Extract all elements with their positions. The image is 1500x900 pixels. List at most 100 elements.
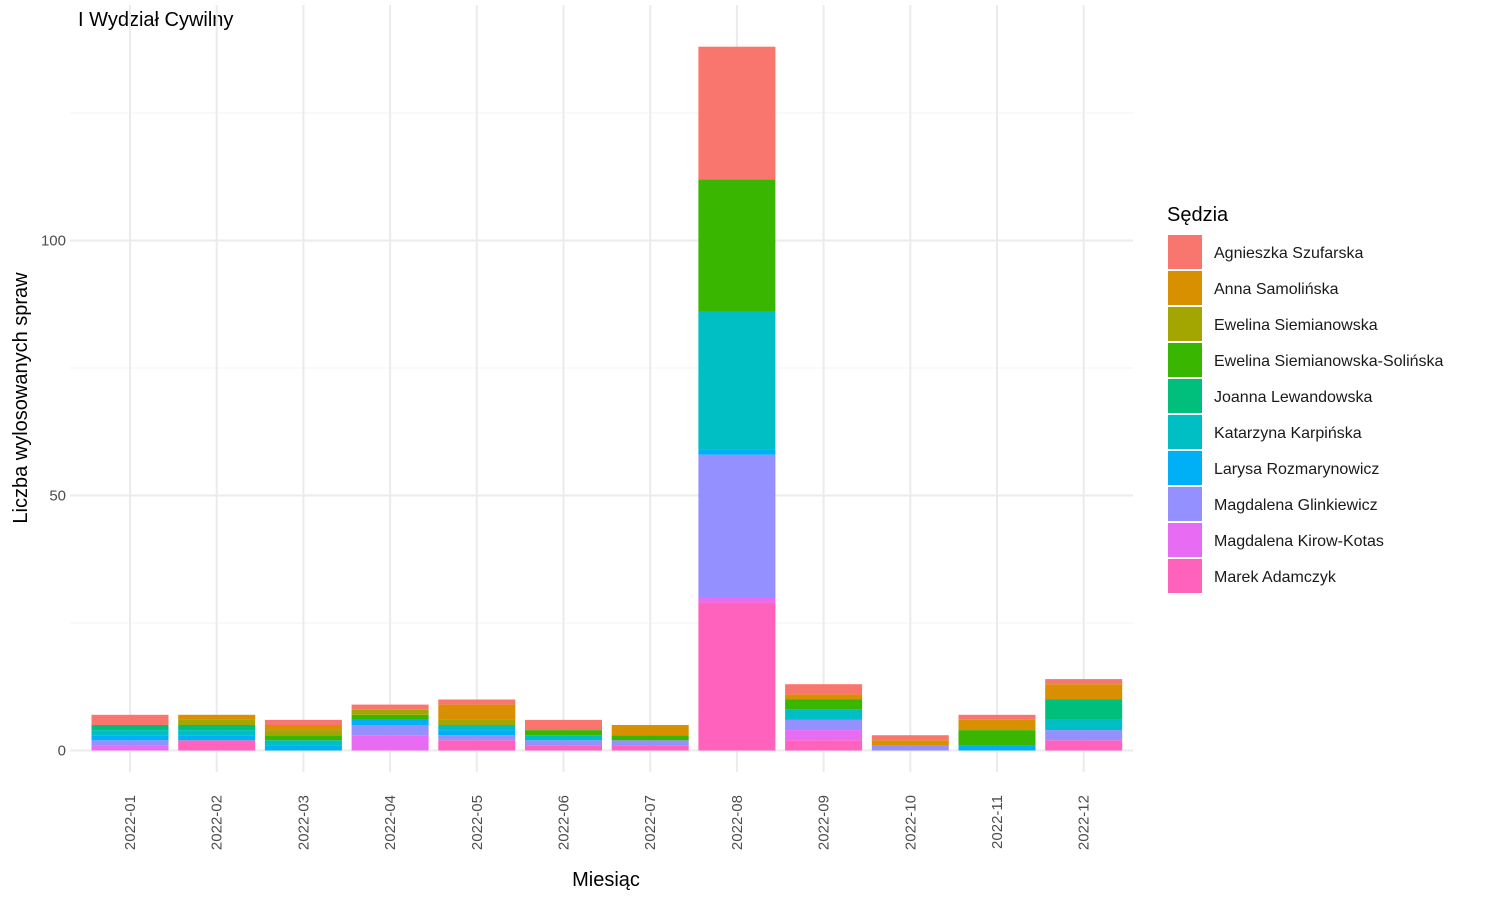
bar-segment xyxy=(178,730,256,736)
y-tick-label: 50 xyxy=(49,488,66,505)
bar-segment xyxy=(698,454,776,598)
bar-segment xyxy=(698,179,776,312)
bar-segment xyxy=(871,735,949,741)
legend-key xyxy=(1168,451,1202,485)
x-axis-ticks: 2022-01 2022-02 2022-03 2022-04 2022-05 2022-… xyxy=(122,795,1093,850)
bar-segment xyxy=(698,449,776,455)
bar-segment xyxy=(785,730,863,741)
bar-segment xyxy=(351,719,429,725)
x-tick-label: 2022-06 xyxy=(556,795,573,850)
y-tick-label: 0 xyxy=(58,743,66,760)
bar-segment xyxy=(264,725,342,731)
x-tick-label: 2022-10 xyxy=(902,795,919,850)
bar-segment xyxy=(611,740,689,746)
x-tick-label: 2022-12 xyxy=(1076,795,1093,850)
bar-segment xyxy=(958,719,1036,731)
x-tick-label: 2022-07 xyxy=(642,795,659,850)
legend-label: Ewelina Siemianowska-Solińska xyxy=(1214,353,1444,370)
bar-segment xyxy=(525,735,602,741)
bar-segment xyxy=(958,714,1036,720)
bar-segment xyxy=(178,725,256,731)
bar-segment xyxy=(611,745,689,751)
bar-segment xyxy=(91,714,169,725)
legend-label: Ewelina Siemianowska xyxy=(1214,317,1378,334)
bar-segment xyxy=(871,745,949,751)
bar-segment xyxy=(525,740,602,746)
bar-segment xyxy=(351,704,429,710)
bar-segment xyxy=(91,740,169,746)
bar-segment xyxy=(438,699,516,705)
bar-segment xyxy=(525,745,602,751)
bar-segment xyxy=(698,597,776,603)
bar-segment xyxy=(91,735,169,741)
x-tick-label: 2022-05 xyxy=(469,795,486,850)
legend-label: Larysa Rozmarynowicz xyxy=(1214,461,1379,478)
bar-segment xyxy=(785,699,863,710)
bar-segment xyxy=(525,719,602,731)
legend-label: Marek Adamczyk xyxy=(1214,569,1337,586)
y-axis-ticks: 0 50 100 xyxy=(41,233,66,760)
legend-label: Katarzyna Karpińska xyxy=(1214,425,1362,442)
grid-lines xyxy=(70,5,1133,772)
bar-segment xyxy=(958,730,1036,746)
bar-segment xyxy=(525,730,602,736)
bar-segment xyxy=(785,740,863,751)
bar-segment xyxy=(264,745,342,751)
bar-segment xyxy=(264,730,342,736)
bar-segment xyxy=(351,709,429,715)
bar-segment xyxy=(785,684,863,695)
x-axis-title: Miesiąc xyxy=(572,869,640,891)
bar-segment xyxy=(351,725,429,736)
legend-key xyxy=(1168,415,1202,449)
bar-segment xyxy=(785,719,863,731)
y-tick-label: 100 xyxy=(41,233,66,250)
bar-segment xyxy=(438,740,516,751)
bar-segment xyxy=(438,725,516,731)
bar-segment xyxy=(698,602,776,751)
legend-title: Sędzia xyxy=(1167,204,1229,226)
bar-segment xyxy=(958,745,1036,751)
bar-segment xyxy=(1045,699,1123,720)
bar-segment xyxy=(351,714,429,720)
legend-label: Joanna Lewandowska xyxy=(1214,389,1372,406)
legend-label: Anna Samolińska xyxy=(1214,281,1339,298)
x-tick-label: 2022-03 xyxy=(295,795,312,850)
bar-segment xyxy=(698,311,776,450)
bar-segment xyxy=(785,694,863,700)
legend-label: Magdalena Glinkiewicz xyxy=(1214,497,1378,514)
legend-key xyxy=(1168,487,1202,521)
legend-key xyxy=(1168,271,1202,305)
x-tick-label: 2022-09 xyxy=(816,795,833,850)
chart-title: I Wydział Cywilny xyxy=(78,9,233,31)
bar-segment xyxy=(1045,719,1123,731)
bar-segment xyxy=(91,730,169,736)
legend-label: Agnieszka Szufarska xyxy=(1214,245,1364,262)
bar-segment xyxy=(438,719,516,725)
legend-key xyxy=(1168,343,1202,377)
bar-segment xyxy=(1045,730,1123,741)
x-tick-label: 2022-02 xyxy=(209,795,226,850)
bar-segment xyxy=(351,735,429,751)
legend-key xyxy=(1168,379,1202,413)
bar-segment xyxy=(178,740,256,751)
bar-segment xyxy=(1045,740,1123,751)
bar-segment xyxy=(91,725,169,731)
bar-segment xyxy=(178,719,256,725)
bar-segment xyxy=(438,730,516,736)
x-tick-label: 2022-08 xyxy=(729,795,746,850)
bar-segment xyxy=(698,46,776,180)
legend-label: Magdalena Kirow-Kotas xyxy=(1214,533,1384,550)
bar-segment xyxy=(264,719,342,725)
legend: Agnieszka Szufarska Anna Samolińska Ewelin… xyxy=(1168,235,1444,593)
bar-segment xyxy=(611,725,689,736)
bar-segment xyxy=(264,735,342,741)
y-axis-title: Liczba wylosowanych spraw xyxy=(10,272,32,524)
bar-segment xyxy=(1045,684,1123,700)
legend-key xyxy=(1168,523,1202,557)
legend-key xyxy=(1168,559,1202,593)
bar-segment xyxy=(871,740,949,746)
bars xyxy=(91,46,1123,751)
bar-segment xyxy=(785,709,863,720)
bar-segment xyxy=(438,735,516,741)
